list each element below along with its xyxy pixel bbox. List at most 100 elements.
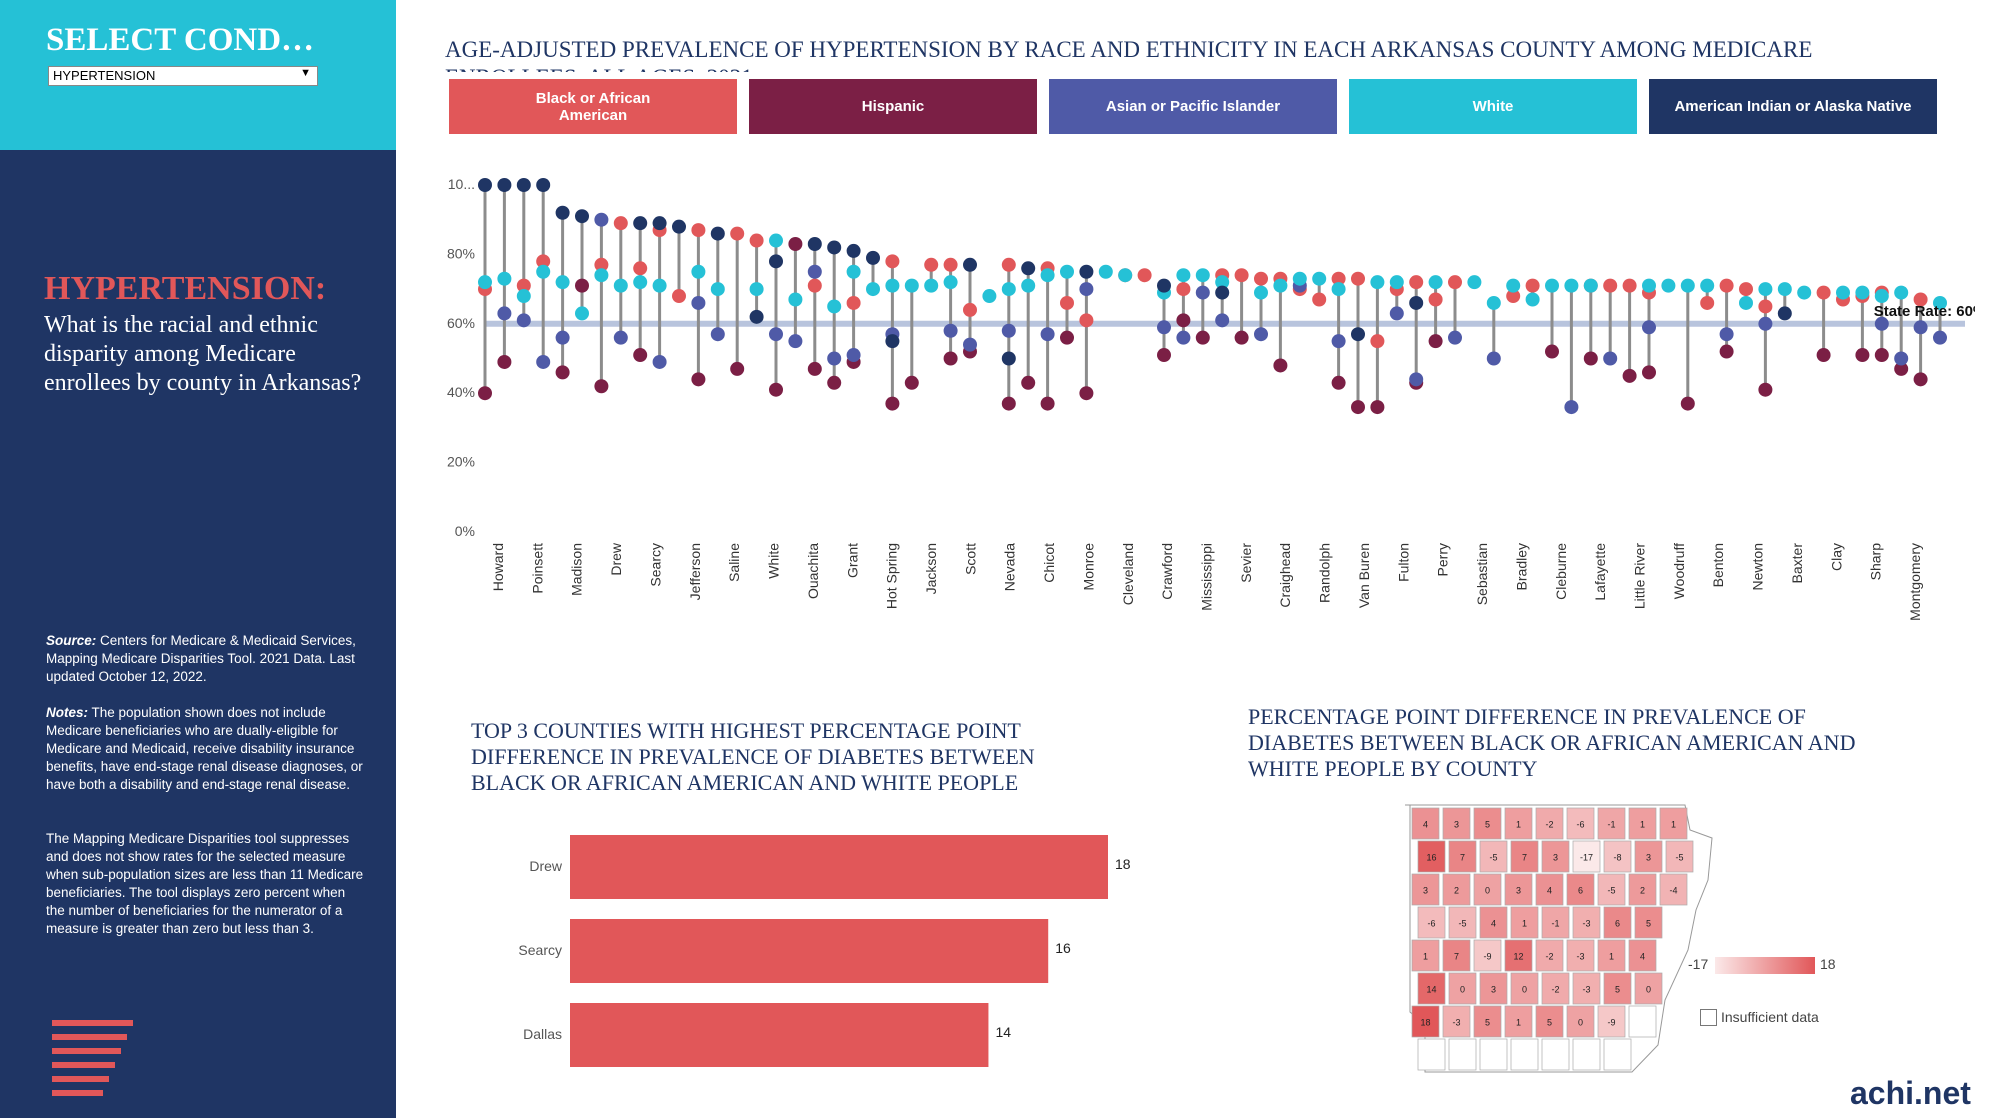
county-cell <box>1634 972 1663 1005</box>
bar-category-label: Dallas <box>523 1026 562 1042</box>
county-value-label: -5 <box>1489 853 1497 863</box>
data-point-h <box>1273 358 1288 373</box>
county-cell <box>1479 1038 1508 1071</box>
data-point-a <box>613 330 628 345</box>
legend-native[interactable]: American Indian or Alaska Native <box>1649 79 1937 134</box>
data-point-w <box>1836 285 1850 300</box>
county-cell <box>1541 906 1570 939</box>
county-value-label: 1 <box>1516 820 1521 830</box>
data-point-b <box>516 278 531 293</box>
x-tick-label: Van Buren <box>1356 543 1372 608</box>
county-cell <box>1665 840 1694 873</box>
data-point-b <box>1739 282 1753 297</box>
county-cell <box>1448 906 1477 939</box>
data-point-a <box>1040 327 1055 342</box>
county-cell <box>1442 873 1471 906</box>
data-point-h <box>1855 348 1870 363</box>
top3-bar-chart: Drew 18 Searcy 16 Dallas 14 <box>518 835 1131 1067</box>
county-cell <box>1566 807 1595 840</box>
county-value-label: -2 <box>1545 820 1553 830</box>
county-cell <box>1504 1005 1533 1038</box>
county-value-label: -2 <box>1551 985 1559 995</box>
county-value-label: 14 <box>1426 985 1436 995</box>
arkansas-county-map[interactable]: 4 3 5 1 -2 -6 -1 1 116 7 -5 7 3 -17 -8 3 -53 2 0 3 4 6 -5 2 -4-6… <box>1400 800 1730 1090</box>
x-tick-label: Bradley <box>1513 543 1529 590</box>
data-point-w <box>788 292 803 307</box>
achi-brand[interactable]: achi.net <box>1850 1075 1971 1111</box>
data-point-h <box>633 348 648 363</box>
data-point-a <box>1603 351 1618 366</box>
suppression-note: The Mapping Medicare Disparities tool su… <box>46 831 364 936</box>
x-tick-label: Crawford <box>1159 543 1175 600</box>
data-point-b <box>1506 289 1521 304</box>
data-point-b <box>691 223 706 238</box>
x-tick-label: Lafayette <box>1592 543 1608 601</box>
county-cell <box>1442 939 1471 972</box>
county-value-label: -1 <box>1551 919 1559 929</box>
legend-asian[interactable]: Asian or Pacific Islander <box>1049 79 1337 134</box>
county-cell <box>1417 972 1446 1005</box>
data-point-w <box>1467 275 1482 290</box>
data-point-a <box>536 354 551 369</box>
legend-hispanic[interactable]: Hispanic <box>749 79 1037 134</box>
bar <box>570 835 1108 899</box>
data-point-n <box>1157 278 1171 293</box>
chart-title: AGE-ADJUSTED PREVALENCE OF HYPERTENSION … <box>445 37 1813 72</box>
data-point-w <box>1661 278 1676 293</box>
data-point-a <box>963 337 977 352</box>
county-cell <box>1566 873 1595 906</box>
county-cell <box>1634 906 1663 939</box>
county-value-label: 6 <box>1578 886 1583 896</box>
county-value-label: 4 <box>1423 820 1428 830</box>
data-point-h <box>1351 400 1365 415</box>
county-cell <box>1448 1038 1477 1071</box>
data-point-w <box>1874 289 1889 304</box>
data-point-a <box>1176 330 1191 345</box>
data-point-w <box>652 278 667 293</box>
legend-white[interactable]: White <box>1349 79 1637 134</box>
county-cell <box>1510 840 1539 873</box>
data-point-n <box>478 178 492 192</box>
x-tick-label: Woodruff <box>1671 543 1687 599</box>
data-point-w <box>691 264 706 279</box>
data-point-b <box>536 254 551 269</box>
x-tick-label: White <box>766 543 782 579</box>
county-cell <box>1597 939 1626 972</box>
source-note: Source: Centers for Medicare & Medicaid … <box>46 632 366 686</box>
county-value-label: -5 <box>1675 853 1683 863</box>
x-tick-label: Little River <box>1631 543 1647 609</box>
data-point-w <box>1001 282 1016 297</box>
county-value-label: 1 <box>1609 952 1614 962</box>
legend-black[interactable]: Black or African American <box>449 79 737 134</box>
data-point-w <box>1545 278 1559 293</box>
data-point-a <box>1195 285 1210 300</box>
data-point-b <box>1254 271 1268 286</box>
county-cell <box>1442 1005 1471 1038</box>
county-value-label: -3 <box>1576 952 1584 962</box>
data-point-w <box>575 306 589 321</box>
y-tick-label: 0% <box>455 523 475 539</box>
data-point-a <box>1215 313 1230 328</box>
data-point-a <box>1254 327 1268 342</box>
county-value-label: 5 <box>1615 985 1620 995</box>
x-tick-label: Newton <box>1750 543 1766 590</box>
condition-dropdown[interactable]: HYPERTENSION ▼ <box>48 66 318 86</box>
county-value-label: 2 <box>1454 886 1459 896</box>
data-point-n <box>1215 285 1230 300</box>
county-value-label: 0 <box>1646 985 1651 995</box>
data-point-b <box>1816 285 1831 300</box>
data-point-w <box>1176 268 1191 283</box>
data-point-n <box>633 216 648 231</box>
color-scale-bar <box>1715 957 1815 974</box>
data-point-w <box>1098 264 1113 279</box>
data-point-h <box>1370 400 1385 415</box>
chevron-down-icon: ▼ <box>300 67 311 79</box>
data-point-w <box>516 289 531 304</box>
data-point-h <box>1040 396 1055 411</box>
data-point-w <box>924 278 939 293</box>
county-value-label: 0 <box>1522 985 1527 995</box>
county-value-label: 5 <box>1646 919 1651 929</box>
county-cell <box>1597 807 1626 840</box>
data-point-a <box>1642 320 1656 335</box>
county-cell <box>1603 840 1632 873</box>
